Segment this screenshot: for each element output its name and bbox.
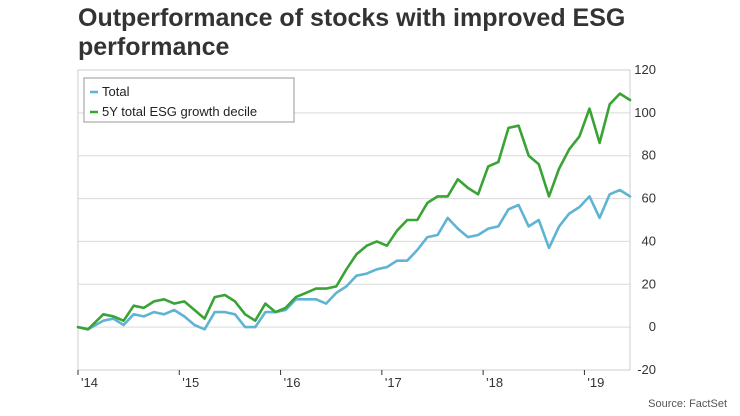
y-tick-label: 0 (649, 319, 656, 334)
y-tick-label: -20 (637, 362, 656, 377)
chart-title: Outperformance of stocks with improved E… (78, 4, 626, 61)
y-tick-label: 80 (642, 148, 656, 163)
x-tick-label: '19 (587, 375, 604, 390)
x-tick-label: '16 (284, 375, 301, 390)
x-tick-label: '15 (182, 375, 199, 390)
y-tick-label: 60 (642, 191, 656, 206)
y-tick-label: 100 (634, 105, 656, 120)
source-note: Source: FactSet (648, 398, 727, 410)
gridlines (78, 112, 630, 328)
legend-label-total: Total (102, 84, 130, 99)
legend: Total 5Y total ESG growth decile (83, 77, 295, 123)
y-tick-label: 40 (642, 233, 656, 248)
x-tick-label: '14 (81, 375, 98, 390)
y-tick-label: 20 (642, 276, 656, 291)
series-lines (76, 92, 632, 331)
series-line-total (76, 188, 632, 331)
legend-box (83, 77, 295, 123)
series-line-esg-decile (76, 92, 632, 331)
x-axis: '14 '15 '16 '17 '18 '19 (77, 370, 604, 390)
y-tick-label: 120 (634, 62, 656, 77)
legend-label-esg: 5Y total ESG growth decile (102, 104, 257, 119)
x-tick-label: '17 (385, 375, 402, 390)
x-tick-label: '18 (486, 375, 503, 390)
y-axis: -20 0 20 40 60 80 100 120 (634, 62, 656, 377)
